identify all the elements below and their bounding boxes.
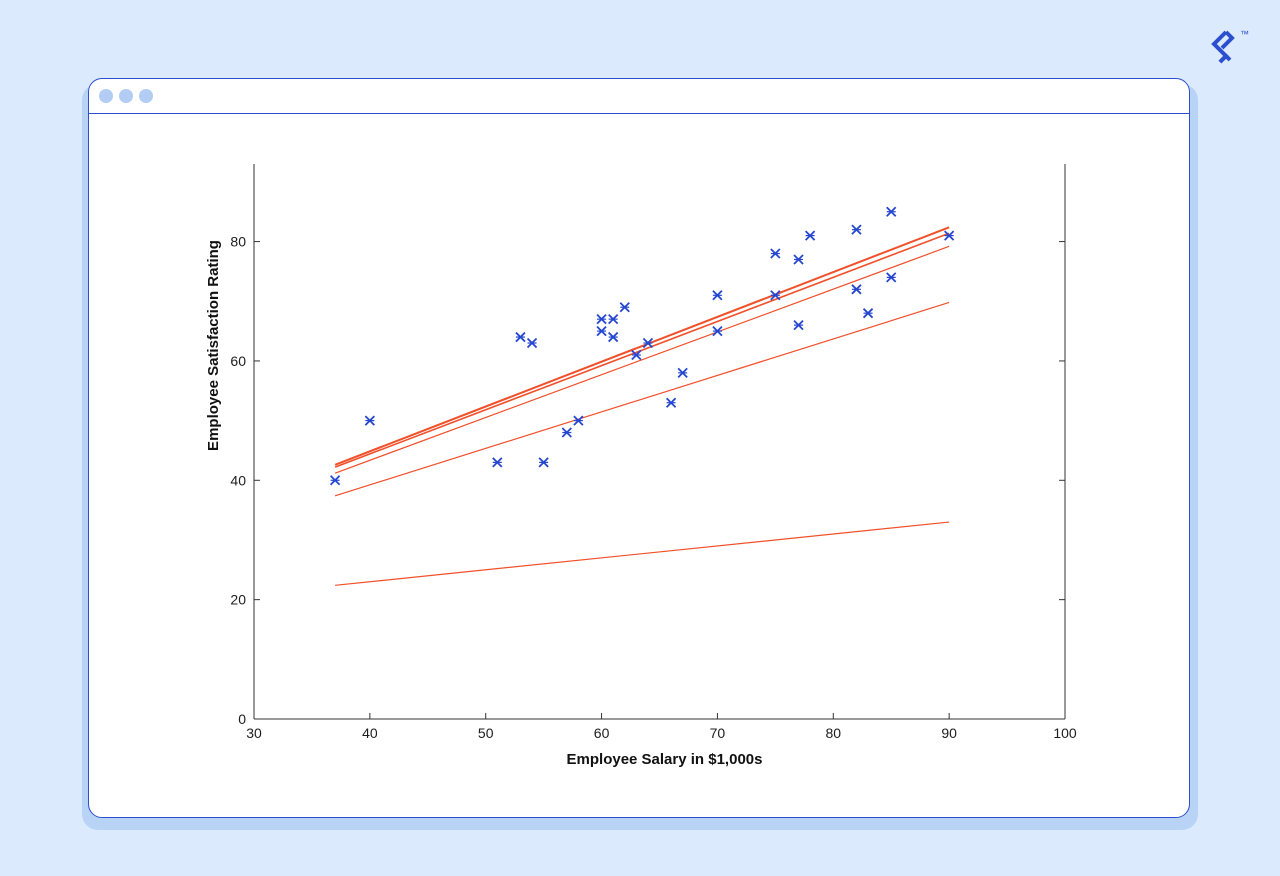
y-tick-label: 20 [230, 592, 246, 608]
trademark-mark: ™ [1240, 29, 1249, 39]
data-point [596, 314, 607, 325]
data-point [631, 349, 642, 361]
data-point [619, 302, 630, 313]
data-point [770, 290, 781, 301]
browser-window [88, 78, 1190, 818]
data-point [665, 397, 677, 408]
regression-line [334, 232, 950, 468]
x-tick-label: 40 [362, 725, 378, 741]
data-point [804, 230, 816, 241]
regression-line [335, 521, 950, 586]
data-point [526, 337, 538, 349]
y-axis-title: Employee Satisfaction Rating [205, 240, 222, 451]
data-point [515, 331, 526, 343]
x-tick-label: 70 [710, 725, 726, 741]
data-point [364, 415, 375, 426]
data-point [862, 308, 874, 319]
data-point [886, 206, 897, 217]
y-tick-label: 0 [238, 711, 246, 727]
regression-line [334, 226, 950, 466]
data-point [596, 325, 607, 337]
x-tick-label: 60 [594, 725, 610, 741]
regression-line [334, 301, 950, 497]
data-point [608, 314, 619, 325]
window-dot-3[interactable] [139, 89, 153, 103]
window-dot-1[interactable] [99, 89, 113, 103]
data-point [793, 319, 804, 331]
x-tick-label: 100 [1053, 725, 1077, 741]
x-tick-label: 80 [825, 725, 841, 741]
data-point [851, 224, 862, 235]
x-tick-label: 30 [246, 725, 262, 741]
data-point [851, 284, 862, 295]
data-point [677, 367, 688, 379]
data-point [793, 254, 804, 265]
data-point [608, 331, 619, 343]
y-tick-label: 80 [230, 234, 246, 250]
toptal-logo-icon: ™ [1211, 29, 1249, 64]
data-point [642, 337, 654, 349]
window-titlebar [89, 79, 1189, 114]
x-axis-title: Employee Salary in $1,000s [567, 751, 763, 768]
regression-line [334, 245, 950, 474]
window-dot-2[interactable] [119, 89, 133, 103]
data-point [886, 272, 897, 283]
data-point [492, 457, 503, 468]
data-point [561, 427, 572, 438]
x-tick-label: 50 [478, 725, 494, 741]
y-tick-label: 40 [230, 472, 246, 488]
data-point [329, 475, 341, 486]
data-point [712, 290, 723, 301]
y-tick-label: 60 [230, 353, 246, 369]
data-point [538, 457, 549, 468]
data-point [712, 325, 723, 337]
data-point [770, 248, 781, 259]
data-point [944, 230, 955, 241]
data-point [573, 415, 584, 426]
x-tick-label: 90 [941, 725, 957, 741]
